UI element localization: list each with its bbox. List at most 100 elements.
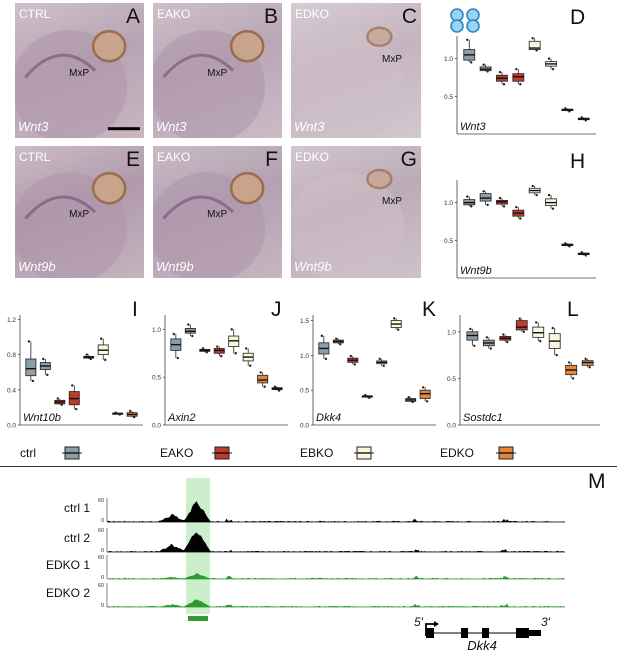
exon bbox=[516, 628, 529, 638]
box-EAKO bbox=[496, 70, 508, 86]
legend-label-EDKO: EDKO bbox=[440, 446, 475, 460]
panel-letter-F: F bbox=[265, 148, 278, 171]
box-EAKO bbox=[213, 345, 225, 358]
panel-letter-A: A bbox=[125, 5, 140, 28]
point bbox=[564, 242, 567, 245]
track-signal bbox=[107, 501, 565, 522]
point bbox=[263, 385, 266, 388]
point bbox=[60, 403, 63, 406]
point bbox=[118, 413, 121, 416]
point bbox=[89, 357, 92, 361]
track-axis-top: 60 bbox=[98, 528, 104, 534]
point bbox=[515, 205, 518, 209]
photo-gene-label: Wnt3 bbox=[18, 119, 49, 134]
box-EDKO bbox=[126, 409, 138, 419]
photo-panel-C: EDKO Wnt3 MxP C bbox=[291, 3, 421, 138]
point bbox=[568, 110, 571, 113]
panel-letter-H: H bbox=[570, 150, 586, 173]
box-EBKO bbox=[545, 57, 557, 71]
legend-swatch-EBKO bbox=[354, 446, 374, 460]
exon bbox=[461, 628, 468, 638]
box-EBKO bbox=[376, 357, 388, 368]
track-label: ctrl 1 bbox=[64, 501, 90, 515]
embryo-illustration bbox=[15, 29, 140, 138]
box-EDKO bbox=[561, 242, 574, 248]
track-axis-top: 60 bbox=[98, 498, 104, 504]
point bbox=[349, 354, 352, 358]
boxplot-D: 0.5 1.0 Wnt3 bbox=[444, 36, 596, 135]
point bbox=[71, 384, 74, 387]
point bbox=[535, 49, 538, 52]
point bbox=[368, 396, 371, 400]
point bbox=[551, 326, 554, 330]
track-label: ctrl 2 bbox=[64, 531, 90, 545]
point bbox=[114, 411, 117, 414]
point bbox=[535, 193, 538, 197]
panel-letter-J: J bbox=[271, 298, 282, 321]
box-EDKO bbox=[565, 361, 578, 380]
track-label: EDKO 1 bbox=[46, 558, 90, 572]
panel-letter-B: B bbox=[263, 5, 278, 28]
track-2: ctrl 2 60 0 bbox=[64, 528, 565, 554]
point bbox=[515, 67, 518, 71]
point bbox=[259, 371, 262, 374]
box-EDKO bbox=[271, 385, 283, 392]
point bbox=[482, 190, 485, 193]
panel-letter-I: I bbox=[132, 298, 138, 321]
box-body bbox=[257, 374, 269, 384]
point bbox=[132, 415, 136, 419]
point bbox=[100, 337, 103, 340]
boxplot-J: 0.0 0.5 1.0 Axin2 bbox=[152, 315, 288, 430]
box-EBKO bbox=[97, 337, 109, 362]
y-tick-label: 0.0 bbox=[447, 423, 456, 430]
chart-gene-label: Wnt10b bbox=[23, 412, 61, 424]
point bbox=[75, 407, 78, 411]
point bbox=[220, 354, 223, 358]
box-EDKO bbox=[577, 116, 590, 122]
point bbox=[320, 334, 324, 338]
legend-swatch-EDKO bbox=[496, 446, 516, 460]
box-ctrl bbox=[466, 327, 479, 347]
point bbox=[421, 386, 425, 389]
track-axis-bottom: 0 bbox=[101, 575, 104, 581]
point bbox=[46, 373, 49, 377]
box-ctrl bbox=[479, 63, 492, 73]
box-EBKO bbox=[545, 193, 557, 210]
point bbox=[172, 332, 176, 336]
point bbox=[567, 361, 571, 364]
track-signal bbox=[107, 532, 565, 552]
y-tick-label: 0.5 bbox=[447, 376, 456, 383]
y-tick-label: 0.8 bbox=[7, 352, 16, 359]
utr bbox=[529, 630, 541, 636]
point bbox=[584, 357, 587, 361]
point bbox=[411, 400, 414, 404]
point bbox=[551, 207, 555, 210]
box-EBKO bbox=[548, 326, 561, 357]
point bbox=[551, 67, 555, 71]
point bbox=[234, 352, 237, 355]
box-EBKO bbox=[528, 184, 541, 197]
track-label: EDKO 2 bbox=[46, 586, 90, 600]
point bbox=[489, 347, 493, 350]
point bbox=[485, 336, 489, 339]
box-EAKO bbox=[361, 393, 373, 400]
panel-letter-M: M bbox=[588, 470, 606, 493]
y-tick-label: 1.0 bbox=[447, 329, 456, 336]
y-tick-label: 1.0 bbox=[152, 327, 161, 334]
y-tick-label: 0.5 bbox=[152, 375, 161, 382]
point bbox=[502, 205, 506, 208]
point bbox=[564, 107, 567, 110]
point bbox=[571, 377, 575, 380]
embryo-illustration bbox=[291, 26, 405, 138]
point bbox=[393, 317, 396, 320]
box-body bbox=[25, 358, 37, 377]
boxplot-I: 0.0 0.4 0.8 1.2 Wnt10b bbox=[7, 315, 143, 430]
point bbox=[277, 389, 281, 392]
box-EAKO bbox=[68, 384, 80, 411]
box-EBKO bbox=[83, 353, 95, 361]
mxp-label: MxP bbox=[382, 54, 402, 66]
y-tick-label: 1.2 bbox=[7, 317, 16, 324]
box-EBKO bbox=[242, 347, 254, 367]
point bbox=[506, 340, 509, 344]
exon bbox=[426, 628, 434, 638]
